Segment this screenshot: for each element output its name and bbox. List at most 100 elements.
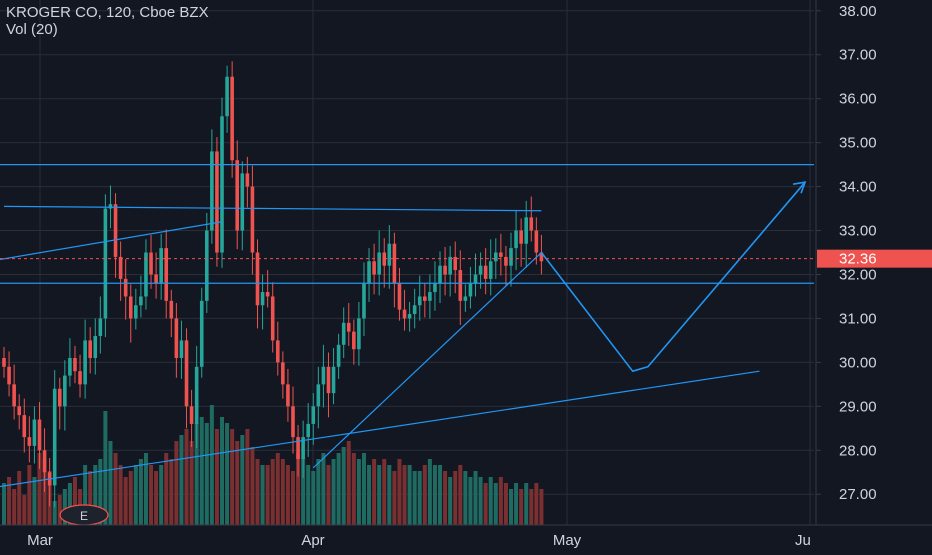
candle[interactable] <box>68 338 72 387</box>
candle[interactable] <box>103 194 108 338</box>
candle[interactable] <box>336 333 341 379</box>
candle[interactable] <box>199 287 204 378</box>
candle[interactable] <box>326 352 331 418</box>
candle[interactable] <box>134 288 138 330</box>
candle[interactable] <box>458 250 463 326</box>
candle[interactable] <box>499 233 503 276</box>
candle[interactable] <box>296 425 300 477</box>
candle[interactable] <box>154 252 158 299</box>
candle[interactable] <box>306 403 310 457</box>
candle[interactable] <box>443 247 447 296</box>
candle[interactable] <box>42 428 47 493</box>
candle[interactable] <box>270 282 275 353</box>
candle[interactable] <box>493 238 498 279</box>
candle[interactable] <box>22 398 27 453</box>
candle[interactable] <box>539 234 544 275</box>
candle[interactable] <box>225 65 229 133</box>
candle[interactable] <box>407 301 412 332</box>
candle[interactable] <box>367 248 371 302</box>
candle[interactable] <box>468 266 473 309</box>
candle[interactable] <box>301 420 305 478</box>
candle[interactable] <box>453 241 458 294</box>
earnings-badge[interactable]: E <box>59 504 109 526</box>
candle[interactable] <box>205 212 209 313</box>
candle[interactable] <box>230 61 234 178</box>
candle[interactable] <box>488 239 493 296</box>
candle[interactable] <box>240 161 245 251</box>
candle[interactable] <box>128 284 133 343</box>
candle[interactable] <box>529 196 534 242</box>
candle[interactable] <box>37 401 42 469</box>
symbol-title[interactable]: KROGER CO, 120, Cboe BZX <box>6 4 209 21</box>
candle[interactable] <box>73 345 77 384</box>
candle[interactable] <box>316 366 321 429</box>
candle[interactable] <box>184 328 189 429</box>
upper-trendline[interactable] <box>3 205 542 212</box>
candle[interactable] <box>341 307 346 358</box>
candle[interactable] <box>164 229 169 319</box>
candle[interactable] <box>509 232 513 287</box>
candle[interactable] <box>352 319 356 365</box>
candle[interactable] <box>483 248 488 295</box>
volume-indicator-label[interactable]: Vol (20) <box>6 21 58 38</box>
candle[interactable] <box>473 253 478 297</box>
candle[interactable] <box>118 241 123 301</box>
candle[interactable] <box>321 344 326 408</box>
candle[interactable] <box>149 234 153 289</box>
candle[interactable] <box>235 140 240 250</box>
candle[interactable] <box>52 370 57 508</box>
projection-path[interactable] <box>540 181 806 372</box>
candle[interactable] <box>215 137 219 267</box>
candle[interactable] <box>32 406 37 464</box>
candle[interactable] <box>144 239 148 310</box>
candle[interactable] <box>2 347 6 378</box>
candle[interactable] <box>98 296 103 354</box>
candle[interactable] <box>123 259 128 320</box>
candle[interactable] <box>189 389 194 447</box>
candle[interactable] <box>78 354 82 398</box>
candle[interactable] <box>433 261 437 311</box>
candle[interactable] <box>275 321 280 376</box>
candle[interactable] <box>139 275 143 318</box>
candle[interactable] <box>387 225 392 289</box>
candle[interactable] <box>412 288 417 329</box>
candle[interactable] <box>514 210 518 271</box>
candle[interactable] <box>83 319 87 399</box>
rising-support-line[interactable] <box>312 252 542 469</box>
candle[interactable] <box>17 394 22 430</box>
candle[interactable] <box>438 251 442 304</box>
candle[interactable] <box>346 303 351 346</box>
candle[interactable] <box>357 301 361 366</box>
candle[interactable] <box>7 351 11 397</box>
candle[interactable] <box>57 377 62 430</box>
candle[interactable] <box>463 284 468 312</box>
candle[interactable] <box>377 230 381 296</box>
candle[interactable] <box>194 345 199 449</box>
candle[interactable] <box>423 283 427 318</box>
candle[interactable] <box>331 348 336 405</box>
candle[interactable] <box>397 267 402 321</box>
candle[interactable] <box>286 368 290 422</box>
candle[interactable] <box>179 320 184 379</box>
candle[interactable] <box>63 360 67 431</box>
candle[interactable] <box>281 351 285 399</box>
candle[interactable] <box>210 129 214 244</box>
candle[interactable] <box>524 200 529 268</box>
candle[interactable] <box>265 270 270 308</box>
candle[interactable] <box>250 165 255 275</box>
candle[interactable] <box>448 245 452 297</box>
candle[interactable] <box>504 245 508 286</box>
candle[interactable] <box>245 156 250 208</box>
candle[interactable] <box>402 289 407 331</box>
candle[interactable] <box>88 327 92 374</box>
candle[interactable] <box>12 364 16 420</box>
candle[interactable] <box>93 318 98 375</box>
candle[interactable] <box>27 416 32 463</box>
candle[interactable] <box>372 243 376 295</box>
candle[interactable] <box>169 289 174 338</box>
candle[interactable] <box>362 262 366 337</box>
last-price-badge[interactable]: 32.36 <box>817 249 932 268</box>
candle[interactable] <box>159 233 163 300</box>
